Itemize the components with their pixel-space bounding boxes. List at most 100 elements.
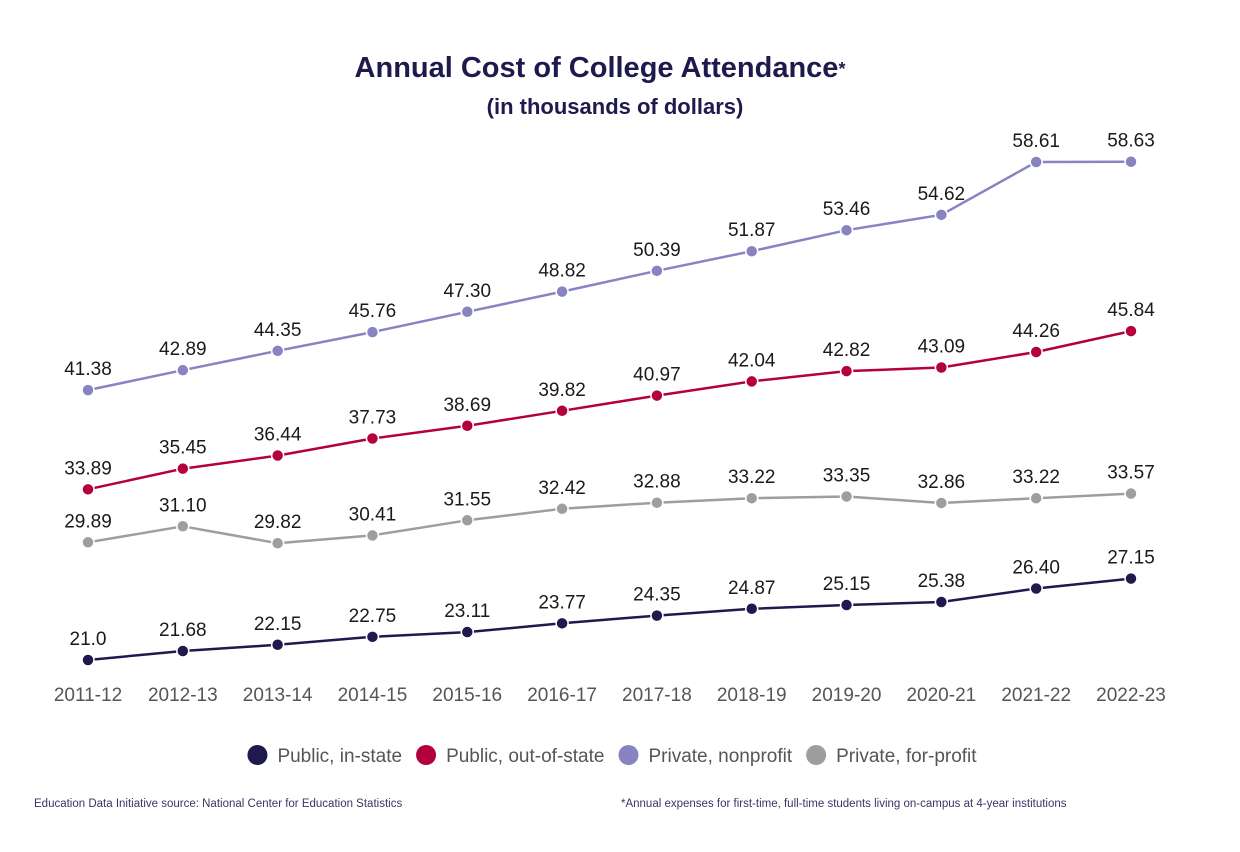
- data-point-public-in-state: [270, 638, 285, 652]
- data-label-public-out-of-state: 35.45: [159, 438, 207, 459]
- legend-item-public-in-state: Public, in-state: [247, 745, 402, 767]
- data-point-public-out-of-state: [270, 448, 285, 463]
- source-note: Education Data Initiative source: Nation…: [34, 798, 402, 810]
- x-tick-label: 2020-21: [906, 685, 976, 706]
- data-point-public-out-of-state: [555, 404, 569, 418]
- data-point-private-nonprofit: [650, 264, 664, 278]
- data-label-private-for-profit: 33.22: [728, 467, 776, 488]
- data-label-private-nonprofit: 51.87: [728, 220, 776, 241]
- data-point-public-in-state: [1124, 571, 1138, 586]
- x-tick-label: 2011-12: [54, 685, 122, 706]
- data-label-public-out-of-state: 40.97: [633, 365, 681, 386]
- data-label-public-in-state: 25.38: [918, 571, 966, 592]
- data-point-public-out-of-state: [1124, 324, 1138, 338]
- data-label-private-for-profit: 31.55: [443, 489, 491, 510]
- data-point-public-in-state: [555, 616, 569, 631]
- data-label-public-in-state: 25.15: [823, 574, 871, 595]
- data-point-private-for-profit: [176, 519, 190, 534]
- data-point-public-in-state: [365, 630, 380, 644]
- data-label-public-out-of-state: 45.84: [1107, 300, 1155, 321]
- data-point-public-out-of-state: [744, 374, 759, 389]
- data-point-private-nonprofit: [1029, 155, 1043, 169]
- series-line-private-nonprofit: [87, 160, 1132, 392]
- data-point-private-for-profit: [1124, 486, 1138, 501]
- legend-item-private-nonprofit: Private, nonprofit: [618, 745, 793, 767]
- data-label-public-out-of-state: 33.89: [64, 458, 112, 479]
- data-point-public-out-of-state: [1029, 345, 1043, 359]
- x-tick-label: 2016-17: [527, 685, 597, 706]
- data-label-private-nonprofit: 58.61: [1012, 131, 1060, 152]
- data-label-public-in-state: 21.0: [70, 629, 107, 650]
- series-line-private-for-profit: [87, 492, 1132, 545]
- data-point-public-out-of-state: [650, 388, 664, 403]
- legend-label: Private, nonprofit: [648, 746, 792, 767]
- series-line-public-in-state: [87, 577, 1132, 662]
- x-tick-label: 2018-19: [717, 685, 787, 706]
- data-point-public-in-state: [81, 653, 95, 667]
- x-axis-ticks: 2011-12 2012-13 2013-14 2014-15 2015-16 2016-…: [54, 685, 1166, 706]
- data-point-private-for-profit: [460, 513, 475, 528]
- data-label-public-in-state: 24.87: [728, 578, 776, 599]
- data-point-public-in-state: [839, 598, 854, 612]
- data-label-public-in-state: 23.77: [538, 592, 586, 613]
- data-point-public-out-of-state: [365, 431, 380, 446]
- data-label-private-nonprofit: 41.38: [64, 359, 112, 380]
- data-label-private-nonprofit: 44.35: [254, 320, 302, 341]
- data-label-public-in-state: 23.11: [444, 601, 490, 622]
- data-label-public-out-of-state: 42.82: [823, 340, 871, 361]
- series-points: [81, 154, 1138, 667]
- data-point-private-for-profit: [81, 535, 95, 550]
- data-label-public-out-of-state: 36.44: [254, 425, 302, 446]
- x-tick-label: 2015-16: [432, 685, 502, 706]
- data-label-public-out-of-state: 38.69: [443, 395, 491, 416]
- data-label-private-nonprofit: 58.63: [1107, 131, 1155, 152]
- legend: Public, in-state Public, out-of-state Priv…: [247, 745, 977, 767]
- data-point-public-out-of-state: [460, 419, 475, 433]
- data-label-public-in-state: 22.75: [349, 606, 397, 627]
- data-point-public-in-state: [176, 644, 190, 658]
- data-labels: 41.38 42.89 44.35 45.76 47.30 48.82 50.39 51.87…: [64, 131, 1155, 650]
- data-label-private-for-profit: 33.22: [1012, 467, 1060, 488]
- data-point-private-nonprofit: [270, 344, 285, 358]
- data-point-private-for-profit: [365, 528, 380, 543]
- data-point-private-nonprofit: [1124, 154, 1138, 169]
- title-asterisk: *: [838, 59, 845, 79]
- data-label-private-for-profit: 33.35: [823, 465, 871, 486]
- data-label-public-in-state: 24.35: [633, 585, 681, 606]
- data-label-public-in-state: 26.40: [1012, 557, 1060, 578]
- legend-item-private-for-profit: Private, for-profit: [806, 745, 977, 767]
- data-point-public-in-state: [744, 602, 759, 616]
- data-label-public-out-of-state: 42.04: [728, 350, 776, 371]
- data-point-private-nonprofit: [839, 223, 854, 237]
- data-point-private-nonprofit: [555, 284, 569, 299]
- data-point-private-nonprofit: [81, 383, 95, 397]
- data-label-public-in-state: 22.15: [254, 614, 302, 635]
- data-label-public-out-of-state: 44.26: [1012, 321, 1060, 342]
- data-label-private-for-profit: 32.88: [633, 472, 681, 493]
- x-tick-label: 2021-22: [1001, 685, 1071, 706]
- data-point-public-out-of-state: [176, 461, 190, 476]
- data-label-private-nonprofit: 53.46: [823, 199, 871, 220]
- data-point-public-out-of-state: [81, 482, 95, 497]
- data-point-private-for-profit: [839, 489, 854, 504]
- data-point-public-in-state: [460, 625, 475, 639]
- x-tick-label: 2017-18: [622, 685, 692, 706]
- data-point-private-for-profit: [650, 495, 664, 510]
- data-label-private-for-profit: 33.57: [1107, 463, 1155, 484]
- data-point-private-nonprofit: [460, 305, 475, 319]
- data-label-public-out-of-state: 43.09: [918, 337, 966, 358]
- legend-marker-icon: [416, 745, 437, 765]
- data-label-private-nonprofit: 48.82: [538, 261, 586, 282]
- data-label-private-for-profit: 30.41: [349, 504, 397, 525]
- data-label-public-in-state: 21.68: [159, 620, 207, 641]
- footnote: *Annual expenses for first-time, full-ti…: [621, 798, 1067, 810]
- data-label-private-for-profit: 31.10: [159, 495, 207, 516]
- x-tick-label: 2019-20: [812, 685, 882, 706]
- legend-marker-icon: [247, 745, 268, 765]
- data-label-public-in-state: 27.15: [1107, 548, 1155, 569]
- data-point-public-in-state: [934, 595, 949, 609]
- x-tick-label: 2012-13: [148, 685, 218, 706]
- data-label-private-nonprofit: 42.89: [159, 339, 207, 360]
- legend-label: Public, in-state: [277, 746, 402, 767]
